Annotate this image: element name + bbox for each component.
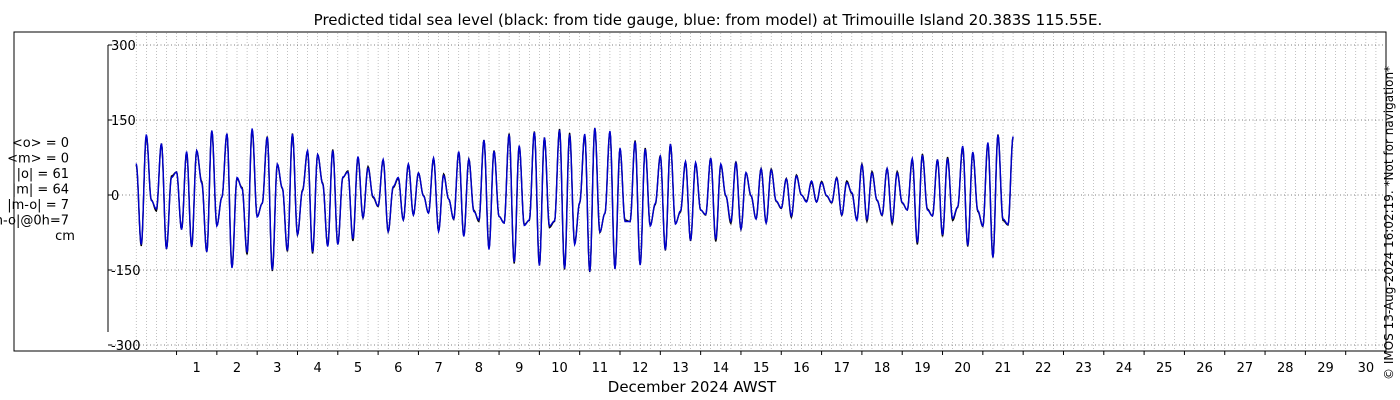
copyright-credit: © IMOS 13-Aug-2024 16:02:19. *Not for na…: [1382, 66, 1396, 380]
grid-lines: [108, 33, 1386, 350]
x-tick-label: 7: [434, 361, 442, 376]
x-tick-label: 8: [475, 361, 483, 376]
y-tick-label: 300: [111, 39, 136, 54]
x-tick-label: 12: [632, 361, 649, 376]
x-tick-label: 17: [833, 361, 850, 376]
x-tick-label: 13: [672, 361, 689, 376]
stat-line: |o| = 61: [17, 167, 69, 182]
x-tick-label: 14: [713, 361, 730, 376]
x-tick-label: 22: [1035, 361, 1052, 376]
x-tick-label: 24: [1116, 361, 1133, 376]
x-tick-label: 2: [233, 361, 241, 376]
series-model-line: [135, 127, 1014, 272]
x-axis: 1 2 3 4 5 6 7 8 9 10 11 12 13 14 15 16 17 18 19 20 21 22 23 24 2…: [176, 351, 1375, 376]
x-tick-label: 25: [1156, 361, 1173, 376]
x-tick-label: 23: [1075, 361, 1092, 376]
y-tick-label: 0: [111, 189, 119, 204]
x-tick-label: 1: [193, 361, 201, 376]
x-tick-label: 29: [1317, 361, 1334, 376]
x-tick-label: 10: [551, 361, 568, 376]
x-tick-label: 6: [394, 361, 402, 376]
x-tick-label: 21: [995, 361, 1012, 376]
x-axis-label: December 2024 AWST: [608, 378, 777, 396]
y-tick-label: -150: [111, 264, 141, 279]
stat-line: <m> = 0: [7, 152, 69, 167]
x-tick-label: 3: [273, 361, 281, 376]
x-tick-label: 27: [1237, 361, 1254, 376]
stat-line: <o> = 0: [12, 136, 69, 151]
stat-line: |m-o|@0h=7: [0, 214, 69, 229]
x-tick-label: 9: [515, 361, 523, 376]
x-tick-label: 11: [592, 361, 609, 376]
x-tick-label: 19: [914, 361, 931, 376]
x-tick-label: 4: [313, 361, 321, 376]
y-tick-label: -300: [111, 339, 141, 354]
x-tick-label: 28: [1277, 361, 1294, 376]
y-axis: -300 -150 0 150 300: [108, 39, 141, 354]
x-tick-label: 26: [1196, 361, 1213, 376]
stats-panel: <o> = 0<m> = 0|o| = 61|m| = 64|m-o| = 7|…: [0, 136, 75, 244]
x-tick-label: 30: [1358, 361, 1375, 376]
x-tick-label: 18: [874, 361, 891, 376]
x-tick-label: 16: [793, 361, 810, 376]
chart-title: Predicted tidal sea level (black: from t…: [314, 11, 1103, 29]
y-tick-label: 150: [111, 114, 136, 129]
x-tick-label: 20: [954, 361, 971, 376]
stat-line: |m-o| = 7: [7, 198, 69, 213]
stat-line: cm: [55, 229, 75, 244]
stat-line: |m| = 64: [12, 183, 69, 198]
x-tick-label: 5: [354, 361, 362, 376]
plot-frame: [13, 31, 1387, 352]
x-tick-label: 15: [753, 361, 770, 376]
series-lines: [135, 127, 1014, 273]
